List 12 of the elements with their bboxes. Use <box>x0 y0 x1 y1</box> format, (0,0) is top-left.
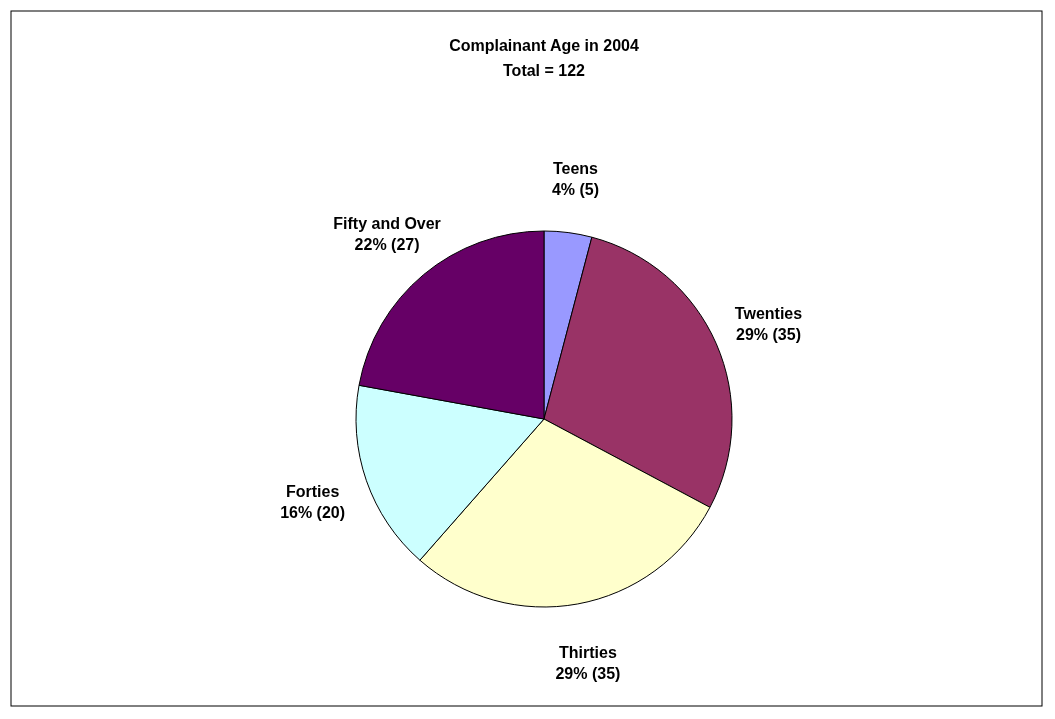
data-label: 22% (27) <box>354 235 420 253</box>
slice-label: Thirties <box>559 644 617 662</box>
data-label: 4% (5) <box>551 181 600 199</box>
data-label: 16% (20) <box>280 504 346 522</box>
slice-label: Twenties <box>734 304 803 322</box>
chart-subtitle: Total = 122 <box>503 62 586 79</box>
slice-label: Fifty and Over <box>333 214 441 232</box>
data-label: 29% (35) <box>736 325 801 343</box>
data-label: 29% (35) <box>555 665 621 683</box>
slice-label: Forties <box>285 483 340 501</box>
slice-label: Teens <box>552 160 599 178</box>
chart-title: Complainant Age in 2004 <box>449 37 639 54</box>
